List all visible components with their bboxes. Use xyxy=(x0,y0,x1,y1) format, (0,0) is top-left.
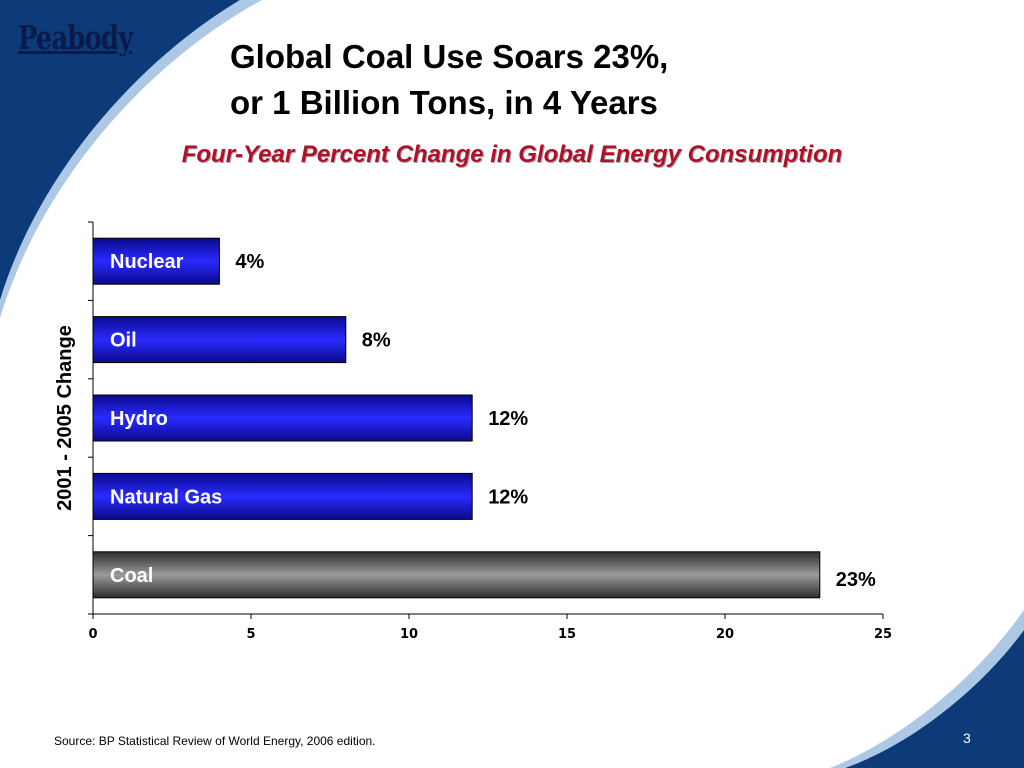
x-tick-label: 20 xyxy=(716,627,734,642)
source-note: Source: BP Statistical Review of World E… xyxy=(54,734,376,748)
x-tick-label: 10 xyxy=(400,627,418,642)
page-number: 3 xyxy=(963,730,971,746)
bar-natural-gas xyxy=(92,472,473,520)
x-tick-label: 15 xyxy=(558,627,576,642)
bar-category-label: Oil xyxy=(110,330,137,352)
x-tick-label: 25 xyxy=(874,627,892,642)
bar-coal xyxy=(92,551,821,599)
bar-nuclear xyxy=(92,237,220,285)
swoosh-bottom-right xyxy=(845,630,1024,768)
bar-value-label: 12% xyxy=(488,408,528,430)
bar-category-label: Coal xyxy=(110,565,153,587)
bar-value-label: 8% xyxy=(362,330,391,352)
slide-title-line1: Global Coal Use Soars 23%, xyxy=(230,38,669,75)
bar-value-label: 23% xyxy=(836,569,876,591)
bar-value-label: 12% xyxy=(488,486,528,508)
x-tick-label: 0 xyxy=(88,627,97,642)
y-axis-title: 2001 - 2005 Change xyxy=(54,325,76,511)
company-logo: Peabody xyxy=(18,18,133,57)
chart-subtitle: Four-Year Percent Change in Global Energ… xyxy=(181,141,843,168)
bar-oil xyxy=(92,316,347,364)
swoosh-top-left xyxy=(0,0,240,300)
slide-title: Global Coal Use Soars 23%, or 1 Billion … xyxy=(230,34,668,126)
slide-title-line2: or 1 Billion Tons, in 4 Years xyxy=(230,84,658,121)
x-tick-label: 5 xyxy=(246,627,255,642)
bar-category-label: Hydro xyxy=(110,408,168,430)
bar-category-label: Natural Gas xyxy=(110,486,222,508)
bar-category-label: Nuclear xyxy=(110,251,184,273)
bar-value-label: 4% xyxy=(235,251,264,273)
bar-hydro xyxy=(92,394,473,442)
